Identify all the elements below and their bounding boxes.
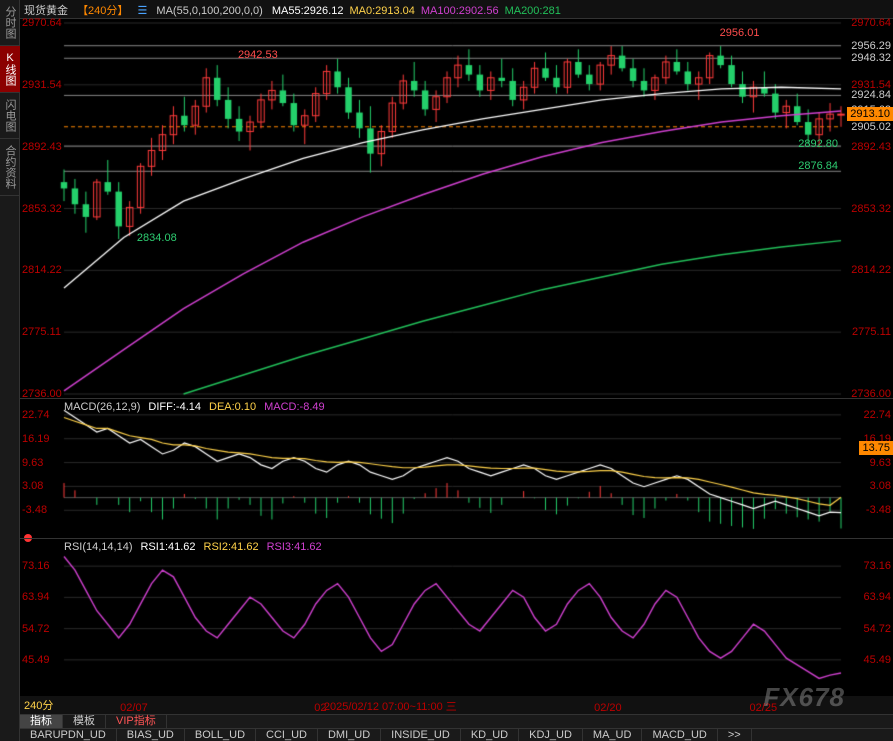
price-annotation: 2876.84	[795, 159, 841, 173]
axis-tick: 3.08	[22, 480, 43, 492]
price-annotation: 2942.53	[235, 48, 281, 62]
macd-readout: DIFF:-4.14	[148, 401, 201, 413]
macd-readout: DEA:0.10	[209, 401, 256, 413]
rsi-readout: RSI1:41.62	[140, 541, 195, 553]
price-chart-panel[interactable]: 2970.64 2931.54 2892.43 2853.32 2814.22 2775.…	[20, 18, 893, 398]
axis-tick: 2892.43	[22, 141, 62, 153]
axis-tick: 63.94	[22, 591, 50, 603]
axis-tick: 2892.43	[851, 141, 891, 153]
macd-readout: MACD:-8.49	[264, 401, 325, 413]
axis-tick: 63.94	[863, 591, 891, 603]
axis-tick: -3.48	[22, 504, 47, 516]
rsi-panel[interactable]: RSI(14,14,14)RSI1:41.62RSI2:41.62RSI3:41…	[20, 538, 893, 696]
rsi-yaxis-right: 73.16 63.94 54.72 45.49	[841, 539, 893, 696]
date-label: 02/25	[750, 702, 778, 714]
bottom-tab[interactable]: 模板	[63, 715, 106, 728]
macd-value-tag: 13.75	[859, 441, 893, 455]
axis-tick: 45.49	[22, 654, 50, 666]
axis-tick: 2970.64	[22, 17, 62, 29]
price-level-label: 2956.29	[851, 40, 891, 52]
price-level-label: 2924.84	[851, 89, 891, 101]
left-tab[interactable]: 闪电图	[0, 93, 20, 139]
date-label: 02/07	[120, 702, 148, 714]
bottom-tabs-indicators: BARUPDN_UDBIAS_UDBOLL_UDCCI_UDDMI_UDINSI…	[20, 728, 893, 741]
price-level-label: 2905.02	[851, 121, 891, 133]
axis-tick: 3.08	[870, 480, 891, 492]
macd-panel[interactable]: MACD(26,12,9)DIFF:-4.14DEA:0.10MACD:-8.4…	[20, 398, 893, 538]
hover-time-label: 2025/02/12 07:00~11:00 三	[324, 698, 457, 714]
last-price-tag: 2913.10	[847, 107, 893, 121]
ma-readout: MA0:2913.04	[349, 5, 414, 17]
rsi-readout: RSI3:41.62	[267, 541, 322, 553]
indicator-tab[interactable]: KDJ_UD	[519, 729, 583, 741]
price-canvas	[20, 19, 893, 398]
ma-readout: MA100:2902.56	[421, 5, 499, 17]
price-level-label: 2948.32	[851, 52, 891, 64]
price-annotation: 2956.01	[717, 26, 763, 40]
ma-readout: MA55:2926.12	[272, 5, 344, 17]
price-annotation: 2892.80	[795, 137, 841, 151]
symbol-name: 现货黄金	[24, 5, 68, 17]
axis-tick: 54.72	[22, 623, 50, 635]
timeframe-badge[interactable]: 240分	[24, 697, 53, 713]
indicator-tab[interactable]: INSIDE_UD	[381, 729, 461, 741]
indicator-tab[interactable]: MA_UD	[583, 729, 643, 741]
axis-tick: -3.48	[866, 504, 891, 516]
indicator-tab[interactable]: >>	[718, 729, 752, 741]
bottom-tabs-primary: 指标模板VIP指标	[20, 714, 893, 728]
axis-tick: 22.74	[863, 409, 891, 421]
left-tab[interactable]: 合约资料	[0, 139, 20, 196]
axis-tick: 54.72	[863, 623, 891, 635]
rsi-canvas	[20, 539, 893, 696]
indicator-tab[interactable]: MACD_UD	[642, 729, 717, 741]
rsi-readout: RSI2:41.62	[204, 541, 259, 553]
axis-tick: 22.74	[22, 409, 50, 421]
axis-tick: 2931.54	[22, 79, 62, 91]
axis-tick: 73.16	[863, 560, 891, 572]
axis-tick: 16.19	[22, 433, 50, 445]
indicator-tab[interactable]: CCI_UD	[256, 729, 318, 741]
indicator-tab[interactable]: BIAS_UD	[117, 729, 185, 741]
axis-tick: 2775.11	[852, 326, 891, 338]
price-annotation: 2834.08	[134, 231, 180, 245]
rsi-yaxis-left: 73.16 63.94 54.72 45.49	[20, 539, 64, 696]
bottom-tab[interactable]: 指标	[20, 715, 63, 728]
axis-tick: 9.63	[870, 457, 891, 469]
axis-tick: 2775.11	[22, 326, 61, 338]
price-yaxis-left: 2970.64 2931.54 2892.43 2853.32 2814.22 2775.…	[20, 19, 64, 398]
rsi-label: RSI(14,14,14)RSI1:41.62RSI2:41.62RSI3:41…	[64, 541, 330, 553]
axis-tick: 45.49	[863, 654, 891, 666]
left-tab-strip: 分时图K线图闪电图合约资料	[0, 0, 20, 741]
bottom-tab[interactable]: VIP指标	[106, 715, 167, 728]
left-tab[interactable]: 分时图	[0, 0, 20, 46]
timeframe-label: 【240分】	[77, 5, 128, 17]
ma-spec: MA(55,0,100,200,0,0)	[156, 5, 262, 17]
indicator-tab[interactable]: BOLL_UD	[185, 729, 256, 741]
axis-tick: 73.16	[22, 560, 50, 572]
left-tab[interactable]: K线图	[0, 46, 20, 93]
axis-tick: 2853.32	[851, 203, 891, 215]
axis-tick: 9.63	[22, 457, 43, 469]
axis-tick: 2970.64	[851, 17, 891, 29]
indicator-tab[interactable]: KD_UD	[461, 729, 519, 741]
date-label: 02/20	[594, 702, 622, 714]
time-axis: 240分 02/070202/2002/252025/02/12 07:00~1…	[20, 696, 893, 714]
axis-tick: 2853.32	[22, 203, 62, 215]
chart-header: 现货黄金 【240分】 ☰ MA(55,0,100,200,0,0) MA55:…	[20, 0, 893, 18]
price-yaxis-right: 2970.642931.542892.432853.322814.222775.…	[841, 19, 893, 398]
macd-yaxis-left: 22.74 16.19 9.63 3.08 -3.48	[20, 399, 64, 538]
macd-canvas	[20, 399, 893, 538]
indicator-tab[interactable]: DMI_UD	[318, 729, 381, 741]
macd-label: MACD(26,12,9)DIFF:-4.14DEA:0.10MACD:-8.4…	[64, 401, 333, 413]
ma-readout: MA200:281	[505, 5, 561, 17]
indicator-tab[interactable]: BARUPDN_UD	[20, 729, 117, 741]
axis-tick: 2814.22	[22, 264, 62, 276]
axis-tick: 2814.22	[851, 264, 891, 276]
macd-yaxis-right: 22.7416.199.633.08-3.48	[841, 399, 893, 538]
